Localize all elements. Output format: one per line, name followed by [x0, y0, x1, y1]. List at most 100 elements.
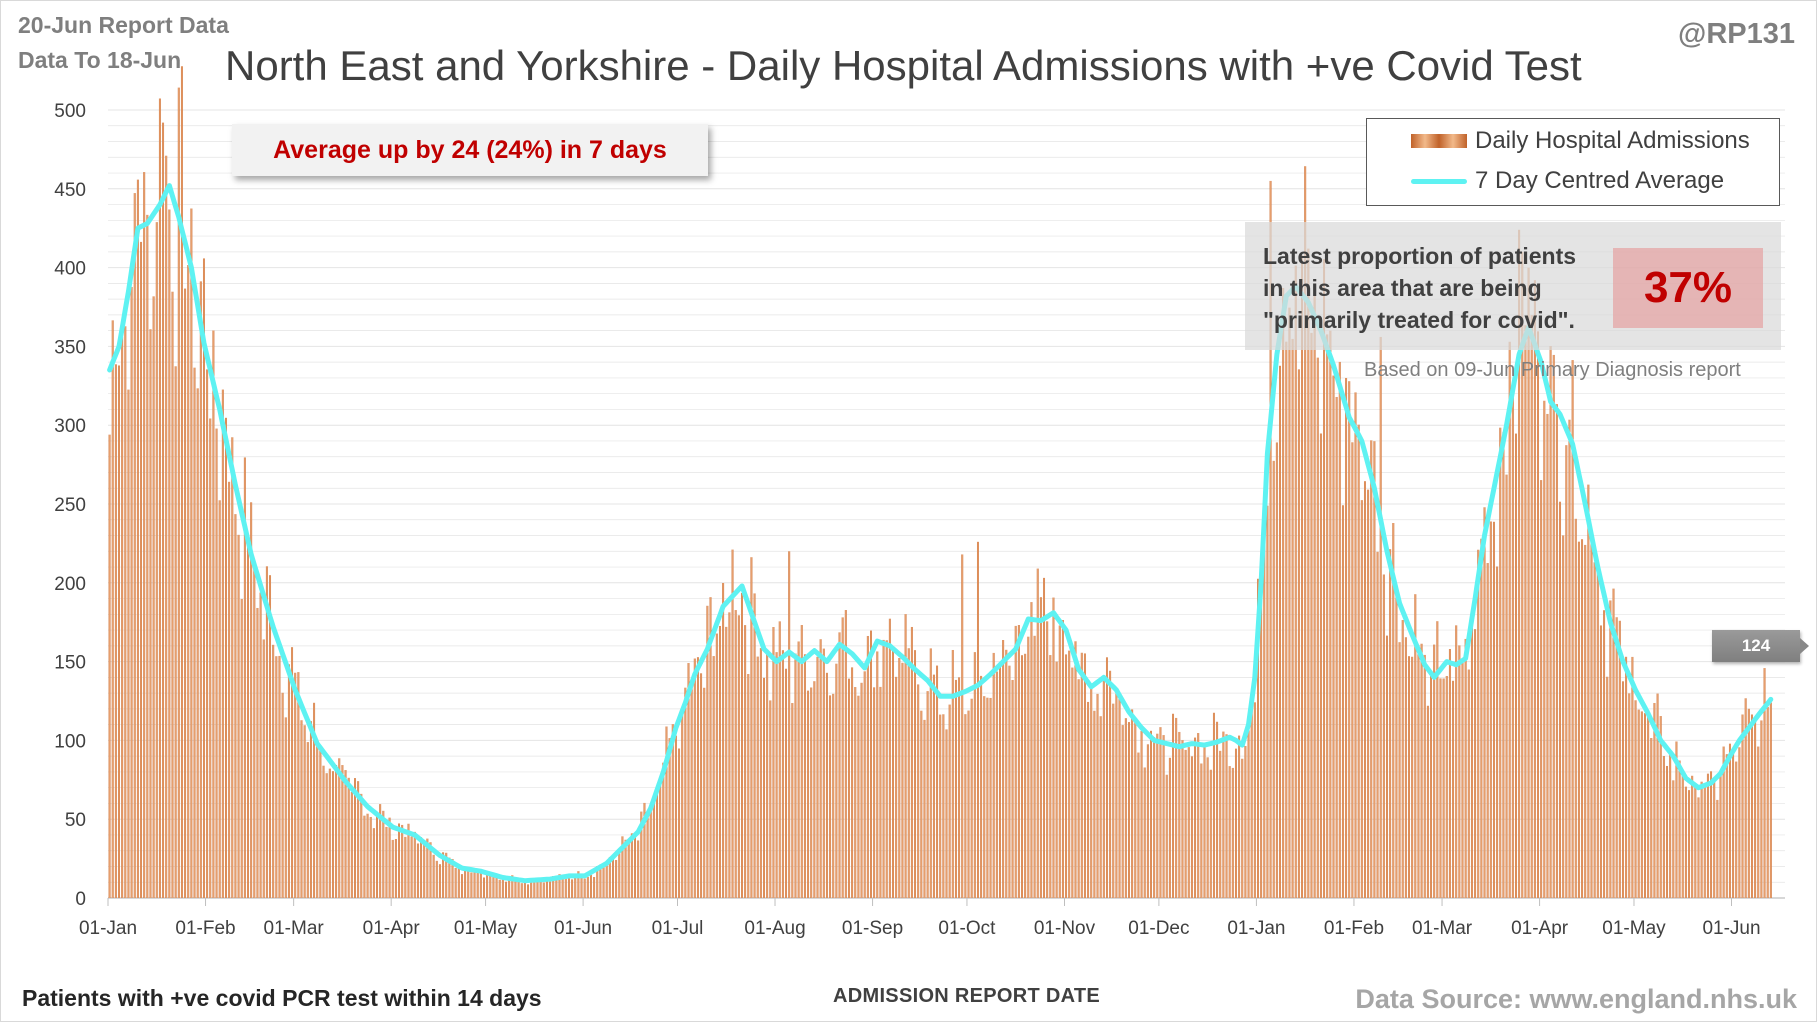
- admission-bar: [1187, 747, 1190, 898]
- admission-bar: [1165, 774, 1168, 898]
- admission-bar: [108, 434, 111, 898]
- admission-bar: [1433, 644, 1436, 898]
- admission-bar: [1282, 287, 1285, 899]
- admission-bar: [693, 658, 696, 898]
- grid-lines: [108, 109, 1785, 899]
- admission-bar: [888, 618, 891, 898]
- admission-bar: [992, 652, 995, 898]
- admission-bar: [124, 326, 127, 898]
- admission-bar: [1546, 413, 1549, 898]
- proportion-text-line2: in this area that are being: [1263, 275, 1542, 301]
- admission-bar: [1052, 597, 1055, 898]
- admission-bar: [442, 852, 445, 898]
- admission-bar: [1005, 649, 1008, 898]
- admission-bar: [1562, 535, 1565, 898]
- admission-bar: [564, 876, 567, 898]
- admission-bar: [168, 209, 171, 899]
- admission-bar: [432, 854, 435, 898]
- report-info: 20-Jun Report Data Data To 18-Jun: [18, 8, 229, 78]
- admission-bar: [376, 811, 378, 898]
- admission-bar: [391, 839, 394, 898]
- admission-bar: [989, 697, 992, 898]
- admission-bar: [536, 879, 539, 898]
- admission-bar: [1521, 251, 1524, 899]
- legend: Daily Hospital Admissions 7 Day Centred …: [1366, 118, 1780, 206]
- admission-bar: [1414, 594, 1417, 898]
- admission-bar: [1272, 460, 1275, 898]
- admission-bar: [294, 672, 297, 898]
- latest-average-label: 124: [1712, 630, 1809, 662]
- admission-bar: [152, 296, 155, 898]
- admission-bar: [898, 658, 901, 898]
- admission-bar: [1738, 747, 1741, 898]
- admission-bar: [1024, 653, 1027, 898]
- admission-bar: [769, 700, 772, 898]
- admission-bar: [1474, 629, 1477, 898]
- admission-bar: [316, 739, 319, 898]
- admission-bar: [706, 605, 709, 898]
- legend-bars-label: Daily Hospital Admissions: [1475, 127, 1750, 154]
- admission-bar: [385, 826, 388, 898]
- admission-bar: [621, 836, 624, 898]
- legend-line-label: 7 Day Centred Average: [1475, 167, 1725, 194]
- admission-bar: [1656, 693, 1659, 898]
- admission-bar: [753, 593, 756, 898]
- admission-bar: [1316, 357, 1319, 899]
- admission-bar: [215, 428, 218, 898]
- proportion-text-line1: Latest proportion of patients: [1263, 243, 1577, 269]
- admission-bar: [1269, 180, 1272, 899]
- admission-bar: [344, 770, 347, 898]
- admission-bar: [1511, 388, 1514, 898]
- admission-bar: [247, 533, 249, 898]
- admission-bar: [810, 687, 813, 898]
- admission-bar: [904, 614, 907, 898]
- y-tick-label: 350: [54, 337, 86, 358]
- admission-bar: [577, 871, 580, 898]
- admission-bar: [1442, 678, 1445, 898]
- admission-bar: [1033, 635, 1036, 898]
- admission-bar: [1184, 749, 1187, 898]
- admission-bar: [785, 668, 788, 898]
- admission-bar: [961, 554, 964, 898]
- admission-bar: [350, 791, 353, 898]
- admission-bar: [221, 389, 224, 898]
- admission-bar: [1417, 644, 1420, 898]
- admission-bar: [199, 281, 202, 898]
- admission-bar: [690, 681, 693, 898]
- admission-bar: [1363, 481, 1366, 898]
- admission-bar: [662, 762, 665, 898]
- admission-bar: [612, 858, 614, 898]
- admission-bar: [1615, 617, 1618, 898]
- admission-bar: [429, 842, 432, 898]
- admission-bar: [1049, 655, 1052, 898]
- admission-bar: [1732, 752, 1735, 898]
- admission-bar: [1209, 769, 1212, 898]
- admission-bar: [1257, 578, 1259, 898]
- admission-bar: [1766, 707, 1769, 898]
- admission-bar: [1074, 641, 1077, 898]
- y-tick-label: 400: [54, 259, 86, 280]
- admission-bar: [608, 857, 611, 898]
- x-tick-label: 01-Oct: [938, 918, 996, 939]
- admission-bar: [1713, 777, 1716, 898]
- admission-bar: [379, 804, 382, 898]
- admission-bar: [313, 702, 316, 898]
- admission-bar: [593, 877, 596, 898]
- admission-bar: [498, 879, 501, 898]
- admission-bar: [1329, 330, 1332, 898]
- admission-bar: [489, 874, 492, 898]
- admission-bar: [1275, 442, 1278, 898]
- admission-bar: [700, 673, 703, 898]
- admission-bar: [1102, 680, 1105, 898]
- footer-note: Patients with +ve covid PCR test within …: [22, 985, 542, 1011]
- admission-bar: [807, 690, 810, 898]
- admission-bar: [832, 693, 835, 898]
- admission-bar: [1014, 625, 1017, 898]
- admission-bar: [1332, 375, 1335, 898]
- admission-bar: [1678, 760, 1681, 898]
- admission-bar: [527, 884, 530, 898]
- admission-bar: [454, 867, 457, 898]
- chart-title: North East and Yorkshire - Daily Hospita…: [225, 42, 1582, 89]
- admission-bar: [1386, 635, 1388, 898]
- y-tick-label: 250: [54, 495, 86, 516]
